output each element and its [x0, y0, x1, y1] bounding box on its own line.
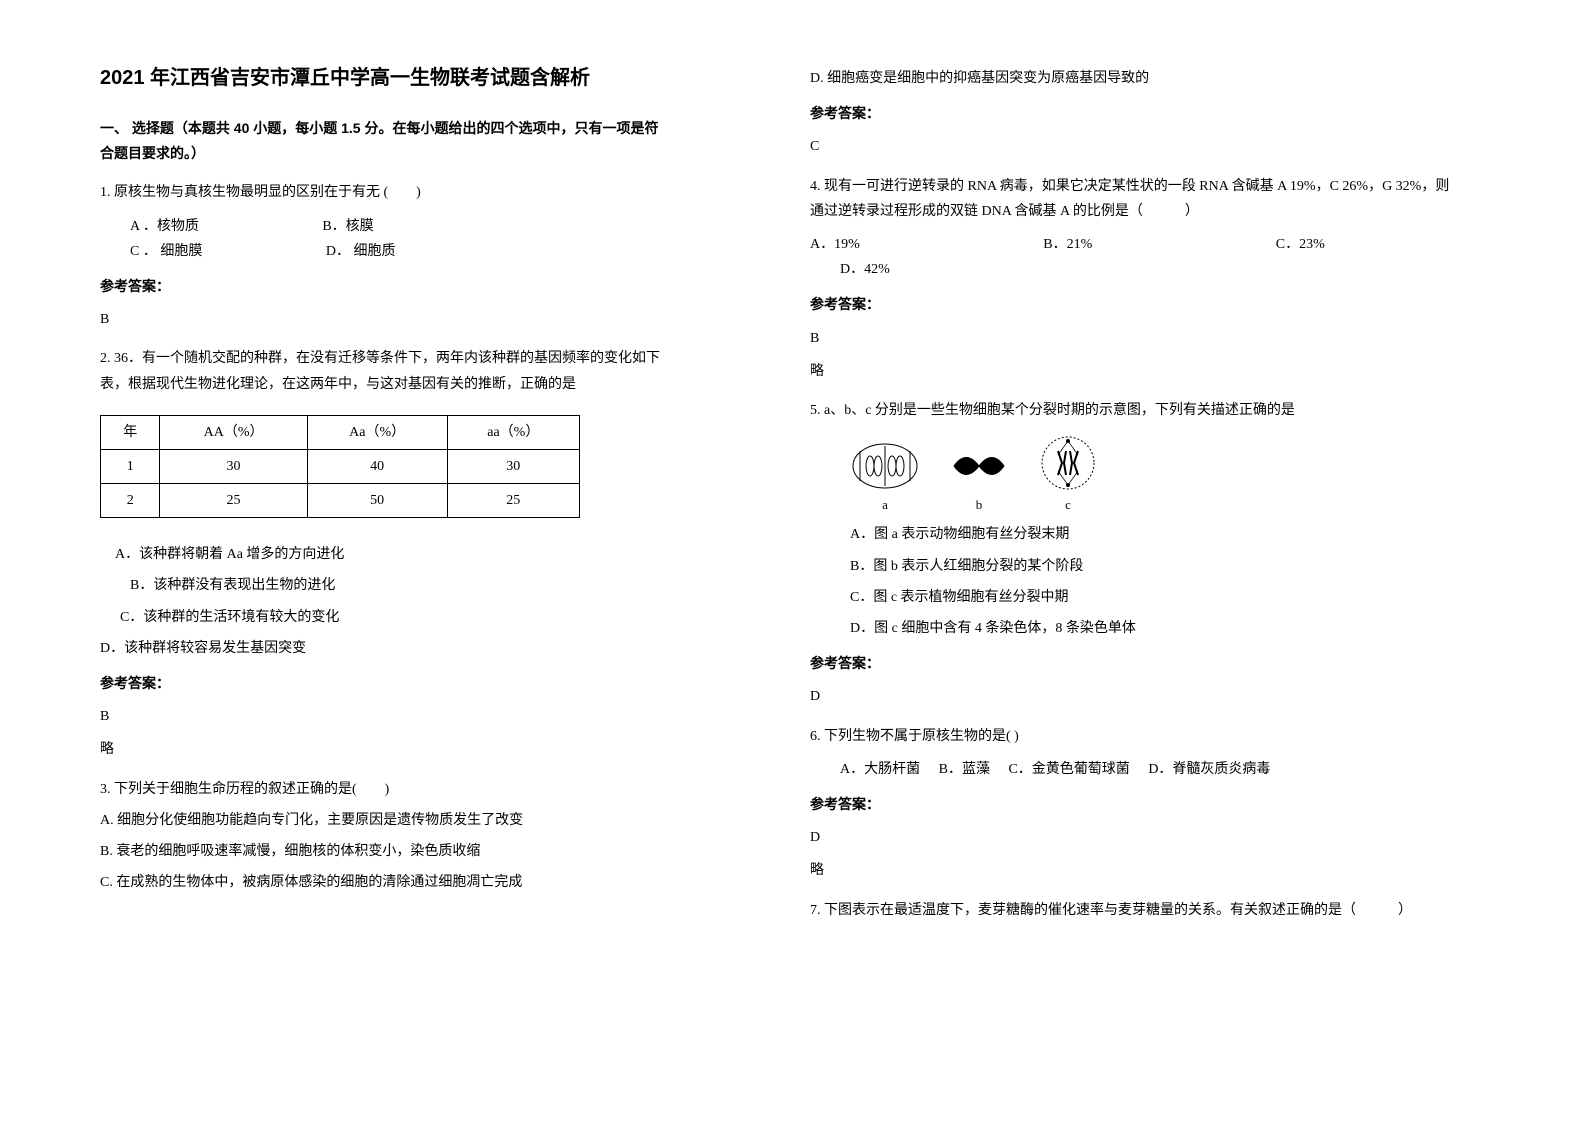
q4-opt-d: D．42%	[840, 257, 890, 282]
q2-opt-d: D．该种群将较容易发生基因突变	[100, 636, 660, 661]
q5-opt-c: C．图 c 表示植物细胞有丝分裂中期	[850, 585, 1450, 610]
q3-answer: C	[810, 134, 1450, 159]
q5-stem: 5. a、b、c 分别是一些生物细胞某个分裂时期的示意图，下列有关描述正确的是	[810, 398, 1450, 423]
table-header-row: 年 AA（%） Aa（%） aa（%）	[101, 415, 580, 449]
th-year: 年	[101, 415, 160, 449]
q7-stem: 7. 下图表示在最适温度下，麦芽糖酶的催化速率与麦芽糖量的关系。有关叙述正确的是…	[810, 898, 1450, 923]
q6-options: A．大肠杆菌 B．蓝藻 C．金黄色葡萄球菌 D．脊髓灰质炎病毒	[840, 757, 1450, 782]
q2-opt-a: A．该种群将朝着 Aa 增多的方向进化	[115, 542, 660, 567]
cell-b-icon	[944, 441, 1014, 491]
q4-options: A．19% B．21% C．23% D．42%	[810, 232, 1450, 282]
q4-opt-c: C．23%	[1276, 232, 1325, 257]
q1-opt-b: B．核膜	[322, 214, 373, 239]
q4-answer-label: 参考答案：	[810, 292, 1450, 317]
q6-stem: 6. 下列生物不属于原核生物的是( )	[810, 724, 1450, 749]
q5-opt-d: D．图 c 细胞中含有 4 条染色体，8 条染色单体	[850, 616, 1450, 641]
th-AA: AA（%）	[160, 415, 307, 449]
q3-answer-label: 参考答案：	[810, 101, 1450, 126]
q3-stem: 3. 下列关于细胞生命历程的叙述正确的是( )	[100, 777, 660, 802]
cell-a-icon	[850, 441, 920, 491]
q4-opt-b: B．21%	[1043, 232, 1092, 257]
cell: 25	[447, 484, 579, 518]
right-column: D. 细胞癌变是细胞中的抑癌基因突变为原癌基因导致的 参考答案： C 4. 现有…	[810, 60, 1450, 929]
q3-opt-d: D. 细胞癌变是细胞中的抑癌基因突变为原癌基因导致的	[810, 66, 1450, 91]
cell: 1	[101, 449, 160, 483]
cell: 40	[307, 449, 447, 483]
cell-c-icon	[1038, 435, 1098, 491]
q3-opt-c: C. 在成熟的生物体中，被病原体感染的细胞的清除通过细胞凋亡完成	[100, 870, 660, 895]
q5-diagrams: a b c	[850, 435, 1450, 516]
q2-table: 年 AA（%） Aa（%） aa（%） 1 30 40 30 2 25 50 2…	[100, 415, 580, 519]
q2-answer-label: 参考答案：	[100, 671, 660, 696]
table-row: 1 30 40 30	[101, 449, 580, 483]
table-row: 2 25 50 25	[101, 484, 580, 518]
q2-stem: 2. 36．有一个随机交配的种群，在没有迁移等条件下，两年内该种群的基因频率的变…	[100, 346, 660, 396]
th-Aa: Aa（%）	[307, 415, 447, 449]
q6-opt-d: D．脊髓灰质炎病毒	[1148, 757, 1270, 782]
diagram-a-label: a	[850, 493, 920, 516]
cell: 30	[447, 449, 579, 483]
q2-answer: B	[100, 704, 660, 729]
q3-opt-b: B. 衰老的细胞呼吸速率减慢，细胞核的体积变小，染色质收缩	[100, 839, 660, 864]
q6-opt-c: C．金黄色葡萄球菌	[1008, 757, 1129, 782]
q5-answer: D	[810, 684, 1450, 709]
q5-opt-a: A．图 a 表示动物细胞有丝分裂末期	[850, 522, 1450, 547]
section-1-header: 一、 选择题（本题共 40 小题，每小题 1.5 分。在每小题给出的四个选项中，…	[100, 116, 660, 166]
cell: 50	[307, 484, 447, 518]
q6-skip: 略	[810, 858, 1450, 883]
cell: 2	[101, 484, 160, 518]
q4-opt-a: A．19%	[810, 232, 860, 257]
q5-opt-b: B．图 b 表示人红细胞分裂的某个阶段	[850, 554, 1450, 579]
diagram-c-label: c	[1038, 493, 1098, 516]
q6-opt-a: A．大肠杆菌	[840, 757, 920, 782]
q1-opt-a: A ．核物质	[130, 214, 199, 239]
q1-options: A ．核物质 B．核膜 C ． 细胞膜 D． 细胞质	[130, 214, 660, 264]
q1-stem: 1. 原核生物与真核生物最明显的区别在于有无 ( )	[100, 180, 660, 205]
diagram-c: c	[1038, 435, 1098, 516]
q3-opt-a: A. 细胞分化使细胞功能趋向专门化，主要原因是遗传物质发生了改变	[100, 808, 660, 833]
q1-answer: B	[100, 307, 660, 332]
cell: 25	[160, 484, 307, 518]
q1-answer-label: 参考答案：	[100, 274, 660, 299]
page-title: 2021 年江西省吉安市潭丘中学高一生物联考试题含解析	[100, 60, 660, 96]
q2-opt-c: C．该种群的生活环境有较大的变化	[120, 605, 660, 630]
diagram-a: a	[850, 441, 920, 516]
diagram-b-label: b	[944, 493, 1014, 516]
q1-opt-c: C ． 细胞膜	[130, 239, 202, 264]
q4-stem: 4. 现有一可进行逆转录的 RNA 病毒，如果它决定某性状的一段 RNA 含碱基…	[810, 174, 1450, 224]
q6-opt-b: B．蓝藻	[939, 757, 990, 782]
q4-answer: B	[810, 326, 1450, 351]
q5-answer-label: 参考答案：	[810, 651, 1450, 676]
th-aa: aa（%）	[447, 415, 579, 449]
cell: 30	[160, 449, 307, 483]
q6-answer-label: 参考答案：	[810, 792, 1450, 817]
q2-skip: 略	[100, 737, 660, 762]
q4-skip: 略	[810, 359, 1450, 384]
left-column: 2021 年江西省吉安市潭丘中学高一生物联考试题含解析 一、 选择题（本题共 4…	[100, 60, 660, 901]
q6-answer: D	[810, 825, 1450, 850]
q1-opt-d: D． 细胞质	[326, 239, 396, 264]
diagram-b: b	[944, 441, 1014, 516]
q2-opt-b: B．该种群没有表现出生物的进化	[130, 573, 660, 598]
